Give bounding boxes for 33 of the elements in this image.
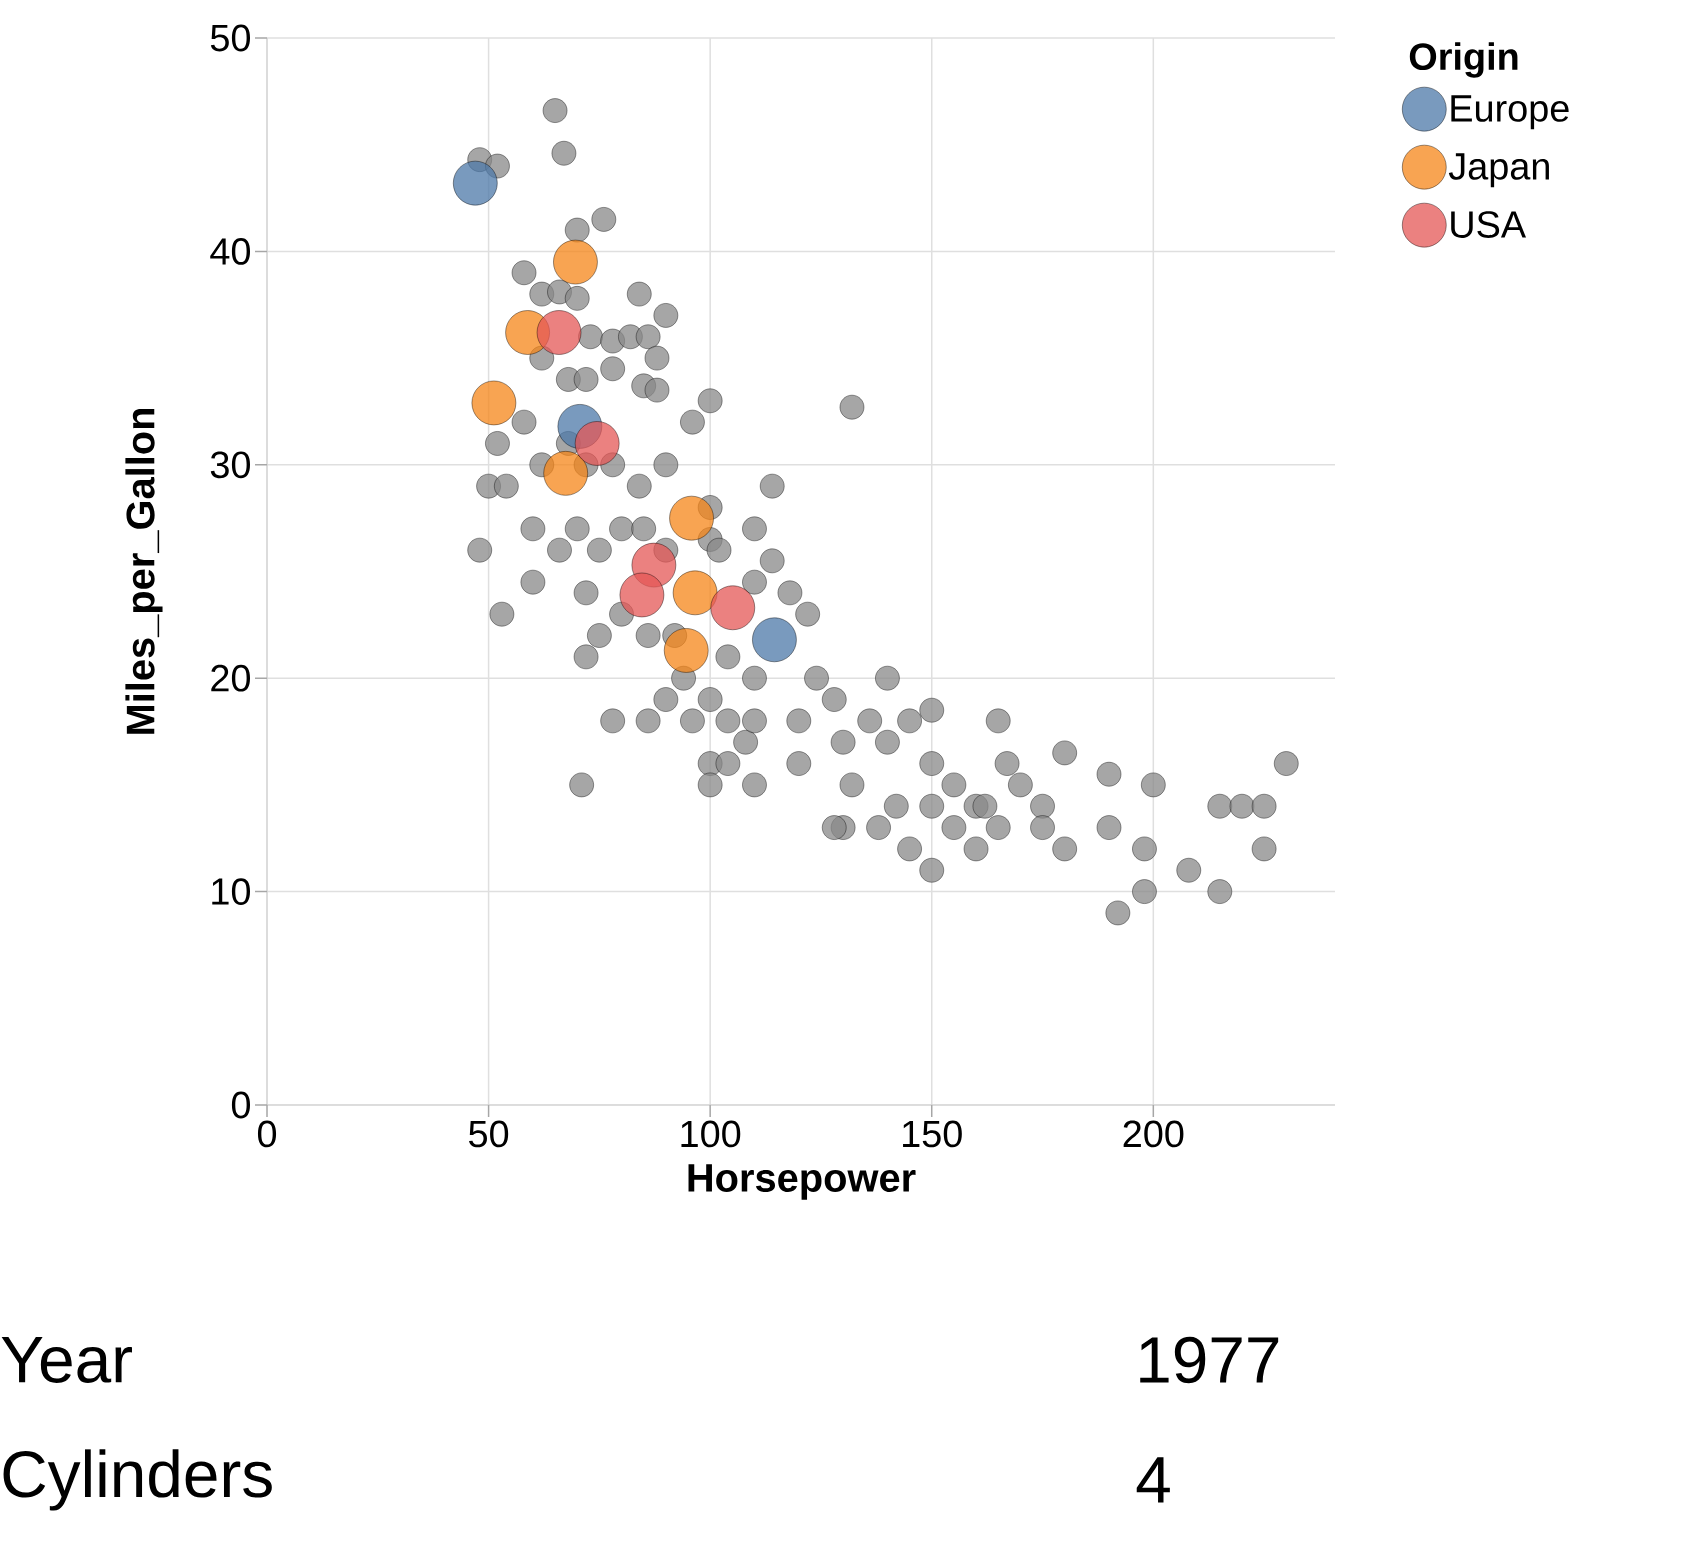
x-tick-label: 100 bbox=[681, 1120, 741, 1148]
text: Cylinders bbox=[3, 1449, 272, 1511]
x-tick-label: 200 bbox=[1123, 1120, 1184, 1148]
x-tick-label: 50 bbox=[469, 1120, 509, 1148]
legend-title: Origin bbox=[1409, 42, 1518, 78]
point bbox=[710, 585, 755, 630]
point bbox=[669, 495, 714, 541]
y-tick-label: 50 bbox=[210, 24, 251, 52]
text: 1977 bbox=[1140, 1336, 1279, 1384]
legend-label: Japan bbox=[1448, 153, 1549, 188]
x-axis-title: Horsepower bbox=[688, 1164, 916, 1200]
point bbox=[453, 160, 498, 206]
x-tick-label: 0 bbox=[257, 1120, 277, 1148]
legend-label: Europe bbox=[1451, 95, 1569, 130]
text: 4 bbox=[1136, 1457, 1170, 1503]
point bbox=[543, 451, 588, 496]
text: Year bbox=[1, 1337, 132, 1383]
point bbox=[471, 380, 517, 426]
y-axis-title: Miles_per_Gallon bbox=[125, 408, 163, 734]
point bbox=[574, 421, 620, 466]
y-tick-label: 20 bbox=[211, 664, 251, 692]
point bbox=[619, 572, 665, 618]
point bbox=[752, 617, 797, 662]
point bbox=[553, 239, 598, 285]
y-tick-label: 10 bbox=[212, 878, 251, 905]
y-tick-label: 30 bbox=[210, 451, 251, 479]
point bbox=[672, 570, 718, 616]
y-tick-label: 0 bbox=[231, 1091, 251, 1119]
legend-label: USA bbox=[1451, 211, 1527, 238]
y-tick-label: 40 bbox=[210, 238, 251, 265]
point bbox=[664, 628, 709, 673]
x-tick-label: 150 bbox=[903, 1120, 962, 1148]
point bbox=[536, 310, 582, 355]
